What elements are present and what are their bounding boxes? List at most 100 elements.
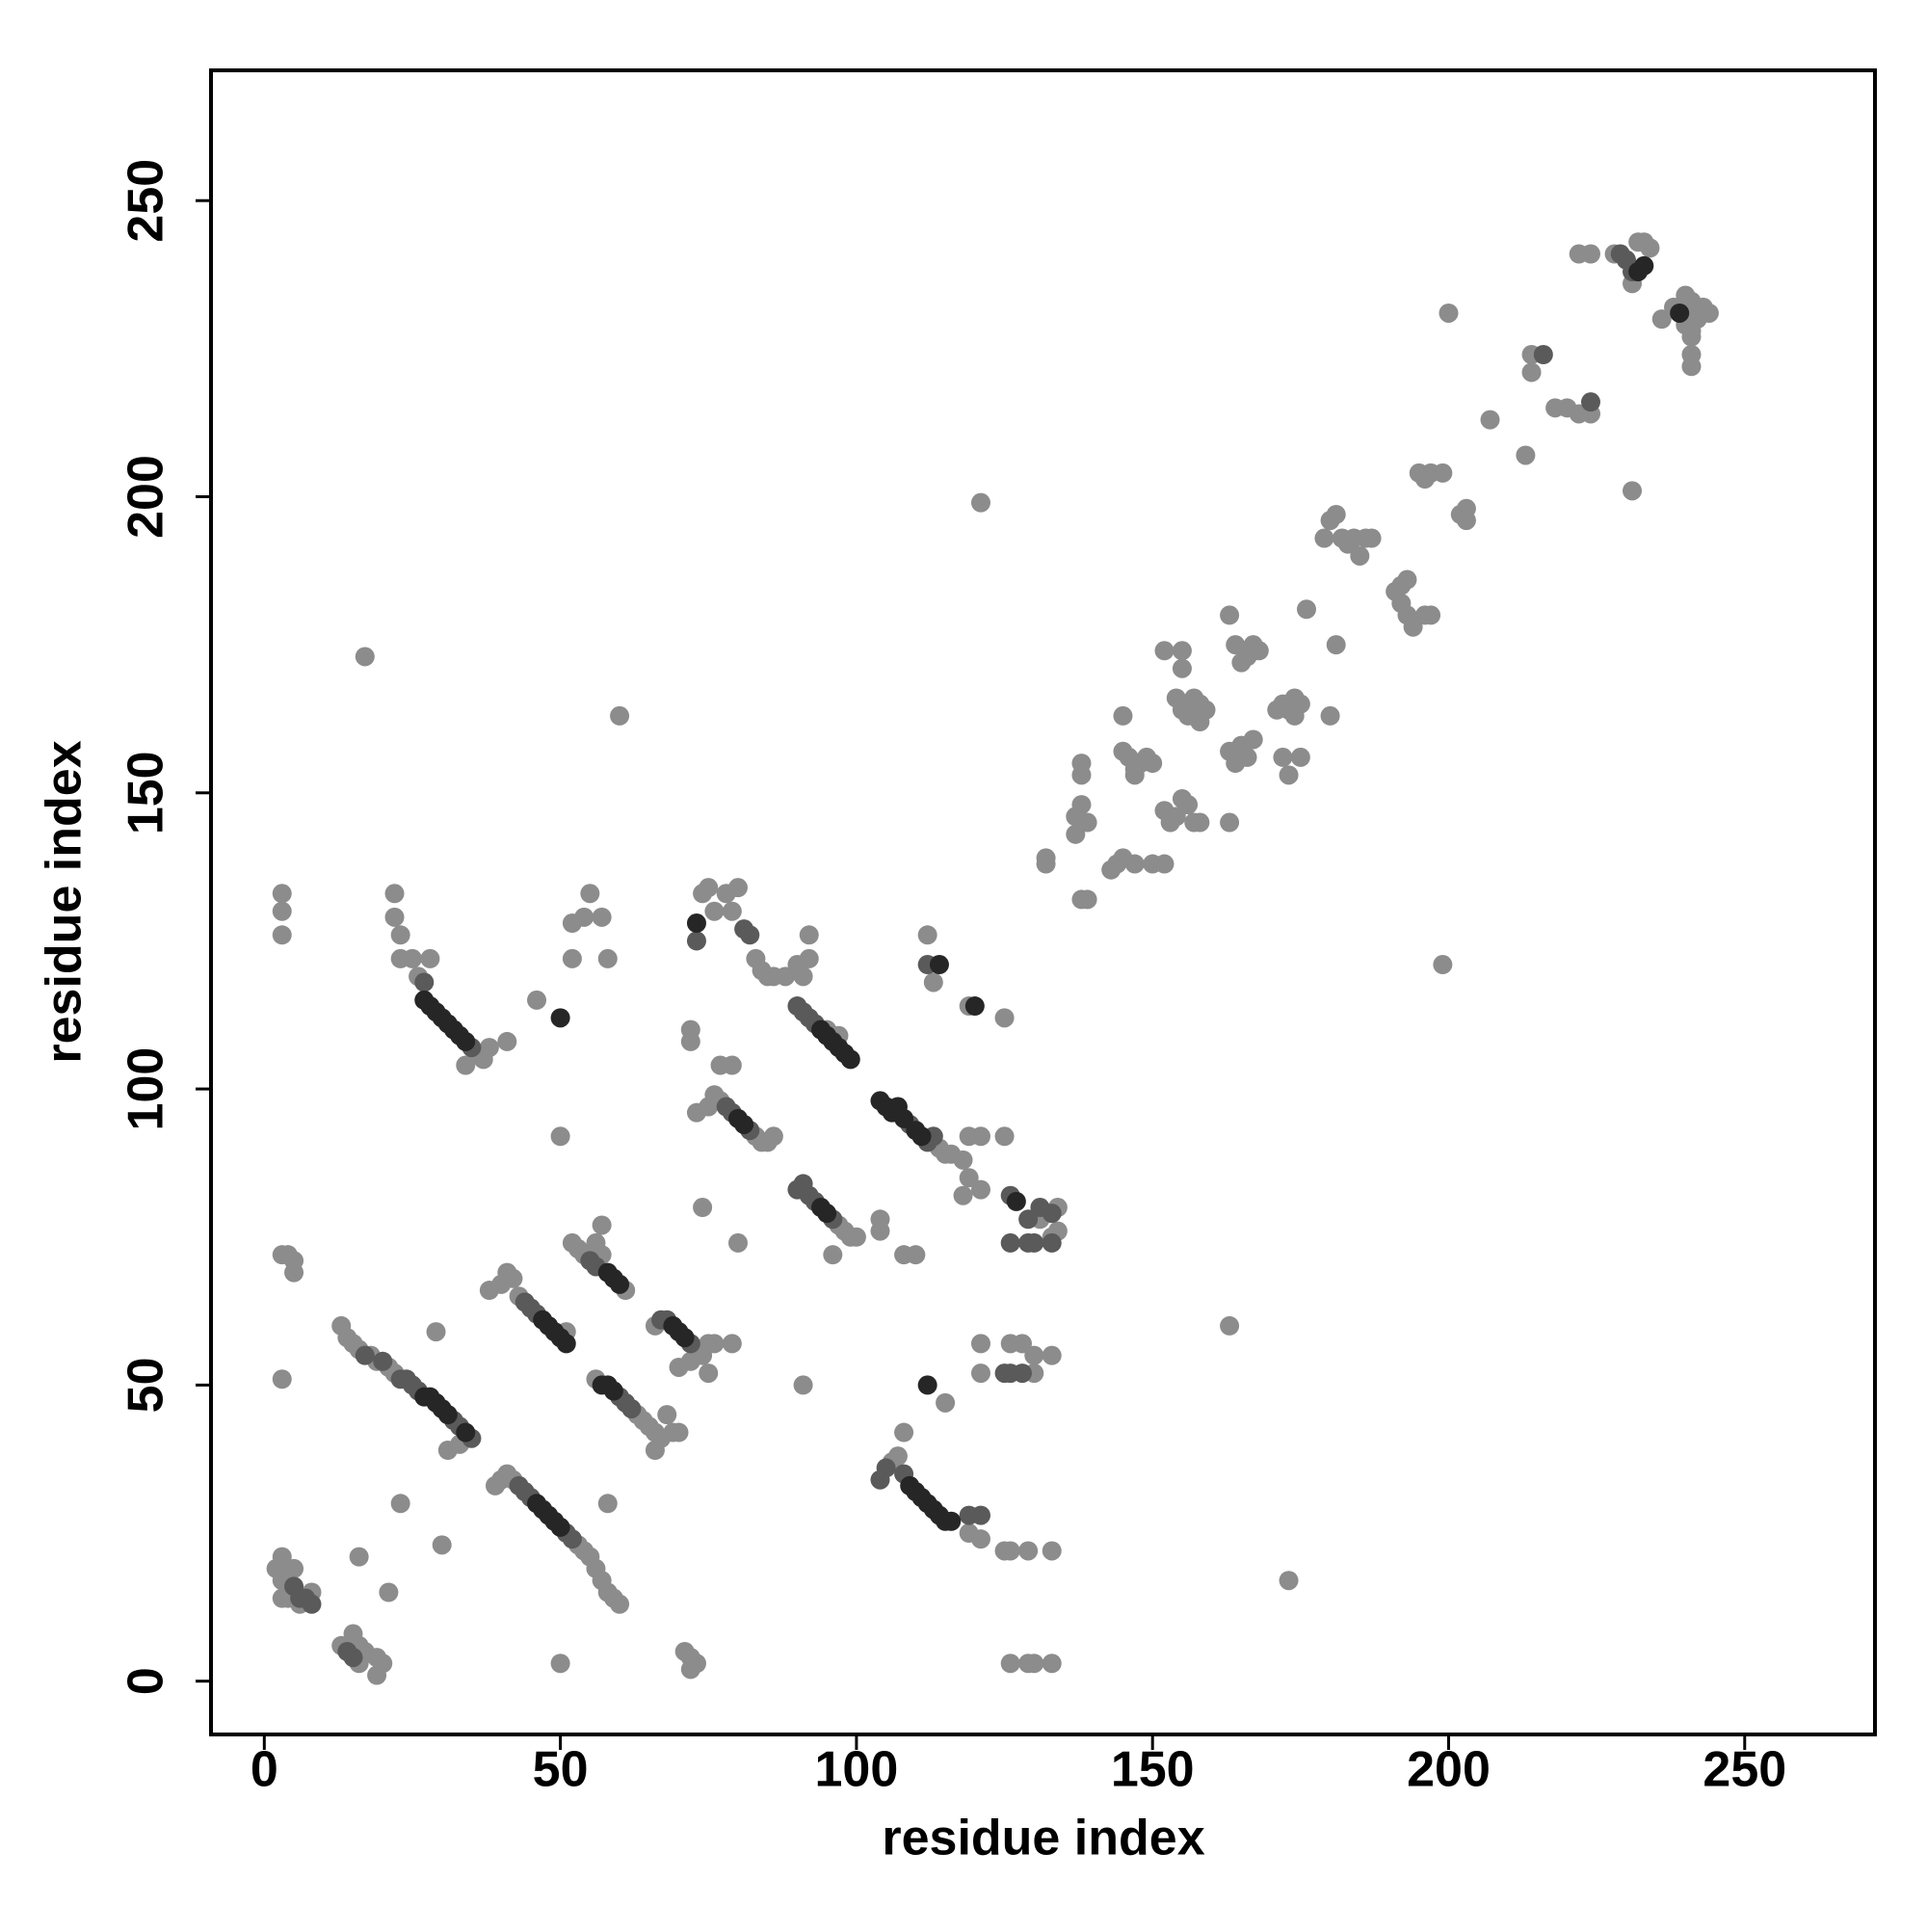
point	[722, 1334, 742, 1354]
point	[1012, 1334, 1032, 1354]
point	[550, 1008, 570, 1028]
point	[793, 1375, 813, 1395]
point	[674, 1328, 695, 1348]
point	[426, 1322, 446, 1342]
point	[1670, 303, 1690, 323]
point	[302, 1594, 322, 1614]
point	[1681, 345, 1702, 365]
point	[562, 1529, 582, 1549]
point	[923, 972, 943, 992]
point	[657, 1405, 677, 1425]
point	[846, 1227, 866, 1247]
point	[669, 1422, 689, 1442]
point	[1113, 705, 1133, 726]
y-tick-label: 50	[119, 1357, 174, 1413]
point	[402, 948, 422, 968]
point	[1279, 765, 1299, 785]
point	[1172, 658, 1192, 678]
point	[953, 1185, 973, 1205]
point	[610, 705, 630, 726]
point	[1580, 392, 1600, 412]
point	[929, 955, 949, 975]
point	[527, 990, 547, 1010]
point	[586, 1232, 606, 1253]
point	[906, 1245, 926, 1265]
point	[911, 1126, 932, 1147]
point	[727, 878, 748, 898]
point	[894, 1422, 914, 1442]
point	[597, 948, 618, 968]
point	[1243, 729, 1263, 750]
point	[503, 1268, 523, 1288]
y-tick-label: 200	[119, 455, 174, 539]
point	[272, 901, 292, 921]
point	[817, 1204, 837, 1224]
point	[1190, 812, 1210, 833]
point	[384, 907, 405, 927]
y-tick-label: 0	[119, 1667, 174, 1695]
point	[876, 1458, 896, 1478]
point	[917, 925, 937, 945]
point	[740, 925, 760, 945]
point	[384, 884, 405, 904]
point	[1699, 303, 1719, 323]
point	[414, 972, 435, 992]
point	[610, 1594, 630, 1614]
point	[699, 878, 719, 898]
point	[597, 1494, 618, 1514]
point	[437, 1405, 458, 1425]
point	[1623, 481, 1643, 501]
point	[1042, 1345, 1062, 1365]
point	[1580, 244, 1600, 264]
point	[1178, 795, 1199, 815]
point	[1521, 362, 1542, 383]
point	[693, 1198, 713, 1218]
point	[437, 1440, 458, 1460]
point	[272, 1588, 292, 1608]
point	[1024, 1232, 1044, 1253]
point	[763, 1126, 783, 1147]
point	[704, 1334, 725, 1354]
point	[959, 1168, 979, 1188]
point	[1071, 795, 1092, 815]
x-tick-label: 0	[251, 1742, 278, 1798]
x-tick-label: 250	[1703, 1742, 1786, 1798]
point	[680, 1659, 700, 1680]
point	[964, 996, 985, 1017]
point	[390, 1494, 410, 1514]
point	[1681, 327, 1702, 347]
point	[621, 1398, 642, 1418]
point	[373, 1351, 393, 1371]
x-tick-label: 150	[1111, 1742, 1195, 1798]
point	[497, 1031, 517, 1051]
point	[592, 907, 612, 927]
point	[727, 1232, 748, 1253]
point	[1314, 528, 1334, 548]
point	[1042, 1654, 1062, 1674]
x-axis-title: residue index	[882, 1811, 1204, 1866]
point	[722, 1055, 742, 1075]
point	[799, 948, 819, 968]
point	[1124, 765, 1145, 785]
x-tick-label: 50	[533, 1742, 589, 1798]
point	[1071, 765, 1092, 785]
point	[1124, 854, 1145, 874]
point	[343, 1624, 363, 1644]
point	[1220, 605, 1240, 625]
point	[840, 1049, 860, 1070]
point	[574, 907, 594, 927]
point	[550, 1126, 570, 1147]
point	[272, 884, 292, 904]
point	[610, 1274, 630, 1294]
point	[456, 1031, 476, 1051]
point	[669, 1357, 689, 1377]
point	[1350, 545, 1370, 566]
point	[917, 1375, 937, 1395]
point	[1290, 747, 1310, 767]
point	[1433, 463, 1453, 483]
point	[456, 1055, 476, 1075]
point	[355, 647, 375, 667]
point	[272, 1547, 292, 1567]
point	[1634, 255, 1654, 276]
y-axis-title: residue index	[37, 740, 92, 1063]
